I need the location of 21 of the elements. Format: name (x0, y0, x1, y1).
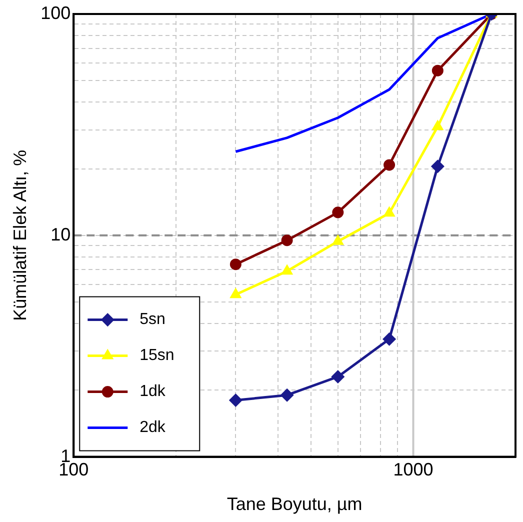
legend-label: 1dk (140, 383, 166, 400)
point (384, 159, 396, 171)
legend-label: 2dk (140, 419, 166, 436)
y-tick-label: 10 (50, 224, 71, 244)
point (383, 332, 396, 346)
x-tick-label: 1000 (393, 460, 434, 480)
y-tick-label: 100 (40, 2, 71, 23)
x-axis-title: Tane Boyutu, µm (226, 494, 362, 514)
point (281, 234, 293, 246)
point (230, 288, 241, 298)
point (230, 258, 242, 270)
point (229, 394, 242, 407)
point (332, 206, 344, 218)
point (332, 236, 344, 245)
point (280, 388, 294, 402)
legend-label: 15sn (140, 347, 174, 364)
point (384, 207, 394, 217)
legend-label: 5sn (140, 311, 166, 328)
y-axis-title: Kümülatif Elek Altı, % (10, 150, 30, 321)
point (282, 265, 292, 275)
point (332, 370, 344, 383)
